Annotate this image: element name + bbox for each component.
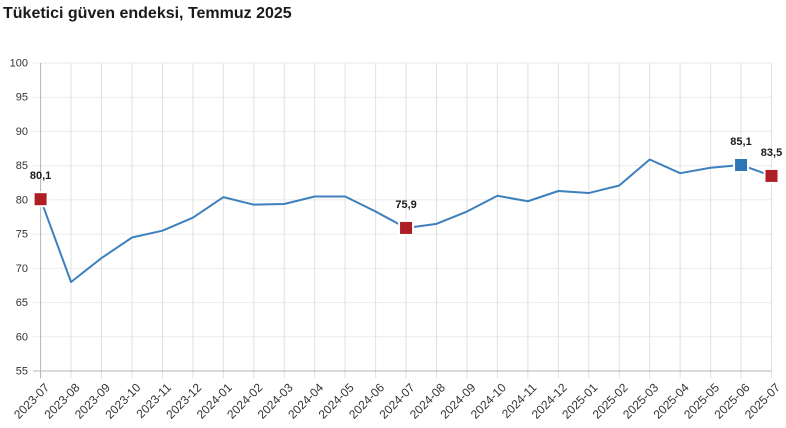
svg-text:85,1: 85,1 xyxy=(730,136,751,148)
svg-text:60: 60 xyxy=(16,331,28,343)
svg-text:80: 80 xyxy=(16,194,28,206)
svg-text:55: 55 xyxy=(16,366,28,378)
svg-text:83,5: 83,5 xyxy=(761,147,782,159)
svg-text:100: 100 xyxy=(10,58,28,70)
svg-text:80,1: 80,1 xyxy=(30,170,51,182)
svg-text:75,9: 75,9 xyxy=(395,199,416,211)
svg-text:75: 75 xyxy=(16,229,28,241)
svg-text:70: 70 xyxy=(16,263,28,275)
svg-text:90: 90 xyxy=(16,126,28,138)
svg-text:95: 95 xyxy=(16,92,28,104)
svg-text:65: 65 xyxy=(16,297,28,309)
svg-text:85: 85 xyxy=(16,160,28,172)
